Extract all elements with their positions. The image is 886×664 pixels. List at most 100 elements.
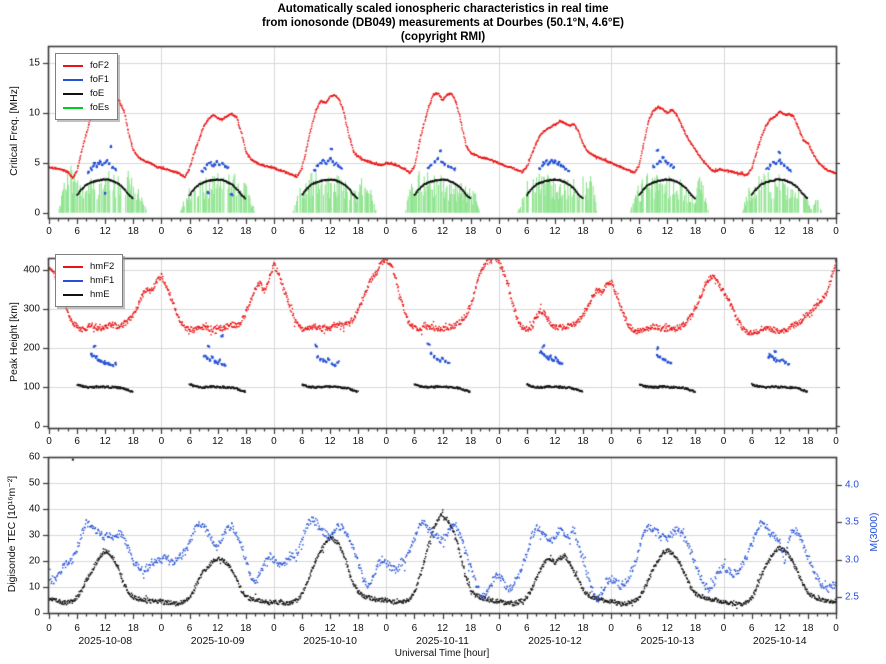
hour-tick-label: 6	[524, 226, 530, 237]
hour-tick-label: 6	[411, 623, 418, 634]
hour-tick-label: 6	[748, 623, 755, 634]
y-tick-label: 20	[28, 555, 40, 567]
hour-tick-label: 12	[661, 623, 673, 634]
hour-tick-label: 6	[636, 436, 643, 447]
hour-tick-label: 18	[802, 623, 814, 634]
legend-entry-hmF2: hmF2	[63, 260, 114, 274]
y-tick-label: 400	[23, 264, 40, 276]
y-tick-label: 0	[34, 420, 40, 432]
hour-tick-label: 0	[608, 436, 614, 447]
hour-tick-label: 12	[436, 436, 449, 447]
legend-label: hmF1	[90, 275, 115, 286]
hour-tick-label: 18	[577, 436, 589, 447]
legend-entry-foF1: foF1	[63, 73, 109, 87]
hour-tick-label: 18	[127, 226, 139, 237]
hour-tick-label: 0	[383, 226, 390, 237]
hour-tick-label: 6	[636, 226, 643, 237]
legend-line-icon	[63, 279, 83, 283]
legend-entry-hmF1: hmF1	[63, 274, 114, 288]
y-tick-label: 10	[28, 107, 40, 119]
hour-tick-label: 12	[324, 226, 336, 237]
hour-tick-label: 18	[802, 436, 814, 447]
legend-label: hmF2	[90, 261, 115, 272]
hour-tick-label: 18	[689, 436, 702, 447]
hour-tick-label: 6	[186, 436, 193, 447]
legend-entry-foF2: foF2	[63, 59, 109, 73]
hour-tick-label: 12	[99, 436, 111, 447]
hour-tick-label: 18	[352, 623, 364, 634]
hour-tick-label: 12	[549, 623, 561, 634]
hour-tick-label: 18	[240, 436, 252, 447]
date-label: 2025-10-08	[78, 635, 133, 647]
hour-tick-label: 12	[99, 623, 111, 634]
hour-tick-label: 0	[495, 226, 502, 237]
hour-tick-label: 6	[186, 623, 193, 634]
hour-tick-label: 18	[352, 226, 364, 237]
hour-tick-label: 6	[748, 226, 755, 237]
hour-tick-label: 6	[299, 623, 305, 634]
hour-tick-label: 0	[833, 436, 839, 447]
hour-tick-label: 12	[324, 623, 336, 634]
hour-tick-label: 0	[46, 226, 52, 237]
legend-line-icon	[63, 64, 83, 68]
hour-tick-label: 12	[99, 226, 111, 237]
date-label: 2025-10-12	[528, 635, 582, 647]
legend-line-icon	[63, 106, 83, 110]
hour-tick-label: 12	[436, 623, 449, 634]
hour-tick-label: 0	[271, 436, 277, 447]
legend-critical-frequency: foF2 foF1 foE foEs	[55, 53, 119, 120]
y2-tick-label: 3.5	[845, 516, 859, 528]
y-tick-label: 10	[28, 581, 40, 593]
hour-tick-label: 0	[46, 623, 52, 634]
legend-entry-hmE: hmE	[63, 288, 114, 302]
date-label: 2025-10-10	[303, 635, 357, 647]
y-tick-label: 0	[34, 607, 40, 619]
hour-tick-label: 12	[774, 623, 786, 634]
hour-tick-label: 12	[212, 226, 224, 237]
legend-peak-height: hmF2 hmF1 hmE	[55, 254, 124, 307]
y-axis-label-digisonde-tec: Digisonde TEC [10¹⁶m⁻²]	[6, 475, 18, 593]
hour-tick-label: 0	[608, 226, 614, 237]
hour-tick-label: 18	[577, 623, 589, 634]
hour-tick-label: 6	[186, 226, 193, 237]
hour-tick-label: 6	[74, 436, 80, 447]
hour-tick-label: 18	[127, 436, 139, 447]
date-label: 2025-10-13	[640, 635, 695, 647]
hour-tick-label: 0	[158, 226, 165, 237]
date-label: 2025-10-14	[752, 635, 807, 647]
hour-tick-label: 18	[240, 226, 252, 237]
y-tick-label: 5	[34, 157, 40, 169]
hour-tick-label: 18	[465, 436, 477, 447]
hour-tick-label: 0	[720, 226, 727, 237]
hour-tick-label: 18	[689, 226, 702, 237]
hour-tick-label: 6	[524, 623, 530, 634]
hour-tick-label: 0	[833, 226, 839, 237]
hour-tick-label: 12	[774, 436, 786, 447]
y2-tick-label: 2.5	[845, 591, 859, 603]
hour-tick-label: 6	[74, 226, 80, 237]
hour-tick-label: 18	[352, 436, 364, 447]
legend-label: foE	[90, 88, 105, 99]
hour-tick-label: 6	[411, 436, 418, 447]
hour-tick-label: 12	[324, 436, 336, 447]
hour-tick-label: 12	[212, 623, 224, 634]
hour-tick-label: 18	[465, 623, 477, 634]
hour-tick-label: 18	[689, 623, 702, 634]
hour-tick-label: 6	[74, 623, 80, 634]
hour-tick-label: 18	[465, 226, 477, 237]
hour-tick-label: 0	[495, 623, 502, 634]
hour-tick-label: 6	[636, 623, 643, 634]
chart-title-line-3: (copyright RMI)	[400, 31, 486, 43]
legend-label: foF2	[90, 60, 110, 71]
hour-tick-label: 0	[833, 623, 839, 634]
y2-tick-label: 4.0	[845, 479, 859, 491]
hour-tick-label: 0	[720, 623, 727, 634]
legend-line-icon	[63, 293, 83, 297]
y-tick-label: 100	[23, 381, 40, 393]
hour-tick-label: 12	[661, 226, 673, 237]
hour-tick-label: 12	[549, 436, 561, 447]
chart-title-line-1: Automatically scaled ionospheric charact…	[277, 3, 609, 15]
y-tick-label: 15	[28, 57, 40, 69]
